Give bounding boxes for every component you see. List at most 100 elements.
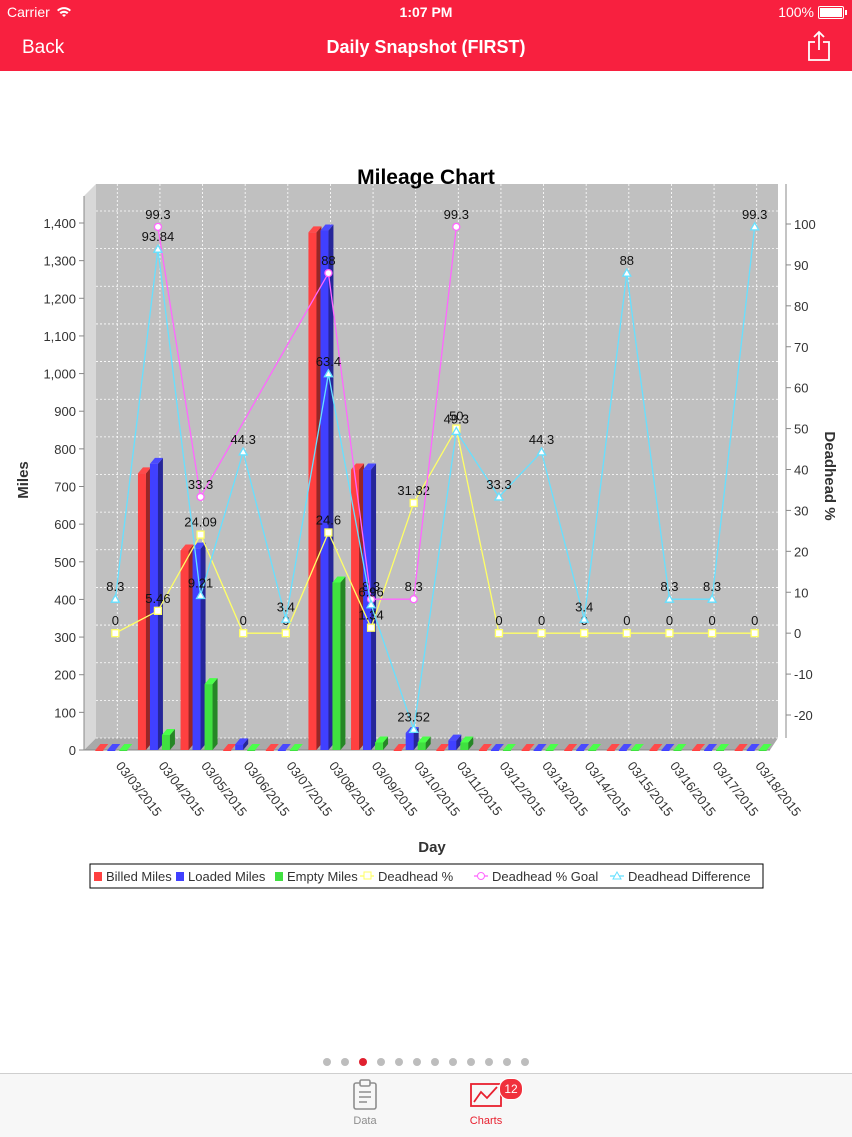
bar-face	[661, 750, 670, 751]
data-label: 44.3	[529, 432, 554, 447]
line-marker	[536, 446, 547, 456]
series-line	[115, 426, 755, 634]
tab-data[interactable]: Data	[330, 1078, 400, 1127]
line-marker	[152, 243, 164, 253]
bar-side	[417, 736, 431, 750]
data-label: 8.3	[405, 579, 423, 594]
share-icon[interactable]	[806, 30, 832, 62]
bar-top	[95, 744, 109, 750]
legend-marker	[612, 870, 622, 880]
page-dot[interactable]	[377, 1058, 385, 1066]
status-bar: Carrier 1:07 PM 100%	[0, 0, 852, 24]
line-marker	[324, 268, 333, 278]
line-marker	[239, 629, 248, 638]
legend-label: Loaded Miles	[188, 869, 266, 884]
line-marker	[664, 593, 675, 603]
bar	[746, 744, 760, 751]
bar-face	[405, 733, 414, 750]
bar-face	[564, 750, 573, 751]
tab-data-label: Data	[353, 1115, 377, 1127]
legend-swatch	[94, 872, 102, 881]
bar-face	[235, 744, 244, 750]
bar-top	[716, 744, 730, 750]
bar-face	[393, 750, 402, 751]
page-dot[interactable]	[485, 1058, 493, 1066]
status-time: 1:07 PM	[399, 4, 453, 20]
bar	[223, 744, 237, 751]
line-marker	[153, 222, 163, 232]
bar-face	[758, 750, 767, 751]
page-dot[interactable]	[449, 1058, 457, 1066]
line-marker	[750, 629, 759, 638]
carrier-label: Carrier	[7, 4, 71, 20]
bar	[692, 744, 706, 751]
bar-side	[460, 736, 474, 750]
y-tick-label: 900	[54, 404, 76, 419]
y2-tick-label: 30	[794, 503, 808, 518]
bar-face	[137, 473, 146, 750]
data-label: 0	[112, 613, 119, 628]
data-label: 1.34	[358, 608, 383, 623]
page-dot[interactable]	[323, 1058, 331, 1066]
y-tick-label: 800	[54, 442, 76, 457]
y-tick-label: 400	[54, 592, 76, 607]
page-dot[interactable]	[395, 1058, 403, 1066]
x-axis-label: Day	[418, 839, 446, 856]
mileage-chart: 0 100 200 300 400 500 600 700 800 900 1,000 1,100 1,…	[0, 150, 852, 910]
page-dot[interactable]	[431, 1058, 439, 1066]
bar	[393, 744, 407, 751]
y2-axis-label: Deadhead %	[821, 431, 838, 520]
page-dot[interactable]	[341, 1058, 349, 1066]
data-label: 99.3	[742, 207, 767, 222]
data-label: 24.09	[184, 515, 217, 530]
bar-face	[618, 750, 627, 751]
bar-face	[606, 750, 615, 751]
page-dot[interactable]	[467, 1058, 475, 1066]
bar-face	[588, 750, 597, 751]
y2-tick-label: 0	[794, 626, 801, 641]
data-label: 23.52	[397, 709, 430, 724]
series-line	[157, 226, 457, 600]
y-tick-label: 0	[69, 743, 76, 758]
bar	[137, 467, 151, 750]
y-tick-label: 1,100	[43, 329, 76, 344]
bar	[436, 744, 450, 751]
bar	[375, 736, 389, 750]
page-dot[interactable]	[359, 1058, 367, 1066]
bar	[545, 744, 559, 751]
bar-top	[161, 728, 175, 735]
bar-top	[332, 576, 346, 583]
bar	[564, 744, 578, 751]
bar-face	[478, 750, 487, 751]
page-dot[interactable]	[413, 1058, 421, 1066]
bar-face	[460, 742, 469, 750]
bar-top	[478, 744, 492, 750]
bar-top	[393, 744, 407, 750]
bar-top	[533, 744, 547, 750]
legend-swatch	[275, 872, 283, 881]
page-dot[interactable]	[521, 1058, 529, 1066]
data-label: 9.21	[188, 575, 213, 590]
bar	[265, 744, 279, 751]
clipboard-icon	[353, 1079, 377, 1110]
legend-label: Empty Miles	[287, 869, 358, 884]
line-marker	[452, 222, 461, 232]
bar-face	[192, 548, 201, 750]
legend-box	[89, 863, 764, 889]
bar-face	[351, 469, 360, 750]
bar	[107, 744, 121, 751]
bar-top	[692, 744, 706, 750]
chart-title: Mileage Chart	[357, 166, 495, 189]
bar-face	[692, 750, 701, 751]
page-dot[interactable]	[503, 1058, 511, 1066]
bar	[490, 744, 504, 751]
data-label: 8.3	[703, 579, 721, 594]
back-button[interactable]: Back	[22, 37, 65, 58]
line-marker	[408, 724, 419, 734]
bar-face	[363, 469, 372, 750]
page-indicator[interactable]	[0, 1058, 852, 1066]
bar-top	[308, 226, 322, 233]
bar-top	[661, 744, 675, 750]
tab-charts[interactable]: 12 Charts	[451, 1078, 523, 1127]
y2-tick-label: 70	[794, 340, 808, 355]
